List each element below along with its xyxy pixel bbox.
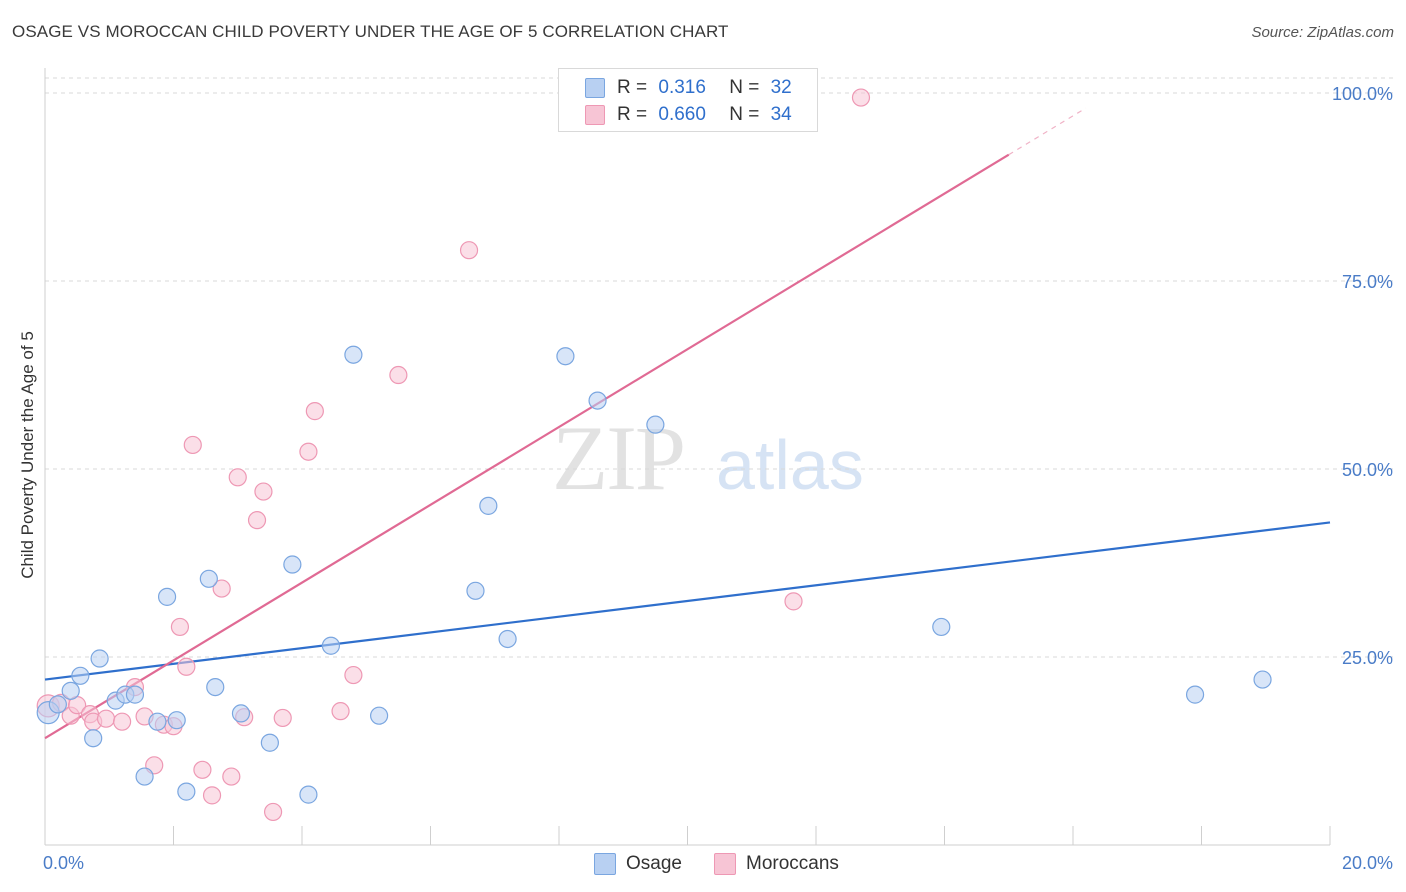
osage-point [167, 711, 186, 730]
legend-r-label: R = [617, 77, 648, 98]
moroccan-point [170, 617, 190, 637]
osage-point [932, 617, 951, 637]
osage-point [206, 677, 225, 697]
osage-point [157, 587, 177, 606]
osage-point [260, 733, 279, 752]
y-axis-label: Child Poverty Under the Age of 5 [18, 331, 37, 579]
moroccan-point [193, 760, 212, 779]
osage-point [71, 666, 90, 685]
moroccan-point [112, 712, 132, 731]
moroccan-points [36, 88, 871, 822]
osage-point [199, 569, 218, 588]
moroccan-trend-extension [1008, 107, 1087, 156]
osage-point [556, 347, 575, 366]
osage-trend [44, 521, 1331, 681]
x-tick-label: 20.0% [1342, 853, 1393, 873]
osage-point [466, 581, 485, 600]
moroccan-point [305, 402, 324, 421]
osage-legend-label: Osage [626, 853, 682, 874]
osage-point [61, 681, 80, 700]
osage-point [48, 695, 67, 714]
osage-point [646, 415, 665, 434]
osage-r-value: 0.316 [658, 77, 706, 98]
y-tick-label: 100.0% [1332, 84, 1393, 104]
osage-point [1253, 670, 1272, 689]
osage-points [36, 345, 1272, 804]
moroccan-point [851, 88, 871, 107]
moroccan-point [344, 665, 363, 685]
watermark-atlas: atlas [716, 426, 864, 504]
osage-point [588, 391, 607, 410]
osage-point [84, 729, 103, 748]
moroccan-point [389, 365, 408, 385]
x-tick-label: 0.0% [43, 853, 84, 873]
osage-point [498, 629, 517, 649]
moroccan-point [222, 767, 241, 786]
tick-labels: 25.0% 50.0% 75.0% 100.0% 0.0% 20.0% [43, 84, 1393, 873]
moroccan-point [96, 709, 116, 728]
osage-point [479, 496, 498, 515]
moroccan-point [177, 657, 196, 676]
moroccan-point [299, 442, 318, 461]
osage-point [148, 712, 167, 731]
osage-point [283, 555, 302, 574]
moroccan-swatch [714, 853, 736, 875]
osage-point [125, 685, 145, 704]
y-tick-label: 25.0% [1342, 648, 1393, 668]
osage-point [231, 704, 251, 723]
moroccan-point [228, 468, 247, 487]
chart-title: OSAGE VS MOROCCAN CHILD POVERTY UNDER TH… [12, 22, 729, 41]
moroccan-r-value: 0.660 [658, 104, 706, 125]
legend-n-label: N = [729, 104, 760, 125]
axes [44, 68, 1331, 846]
moroccan-trend [44, 153, 1010, 740]
osage-trend-line [44, 521, 1331, 681]
legend-r-label: R = [617, 104, 648, 125]
osage-point [344, 345, 363, 364]
gridlines [45, 77, 1395, 658]
moroccan-n-value: 34 [770, 104, 792, 125]
osage-point [321, 636, 341, 655]
y-tick-label: 75.0% [1342, 272, 1393, 292]
osage-point [90, 649, 109, 668]
moroccan-point [202, 786, 222, 805]
moroccan-point [247, 511, 267, 530]
y-tick-label: 50.0% [1342, 460, 1393, 480]
moroccan-trend-line [44, 107, 1087, 740]
osage-swatch [594, 853, 616, 875]
source-label: Source: ZipAtlas.com [1251, 24, 1394, 41]
moroccan-point [254, 482, 273, 501]
moroccan-point [331, 702, 350, 721]
legend: R = 0.316 N = 32 R = 0.660 N = 34 [558, 68, 818, 132]
moroccan-legend-label: Moroccans [746, 853, 839, 874]
osage-point [370, 706, 389, 725]
moroccan-point [273, 708, 292, 728]
osage-swatch [585, 78, 605, 98]
osage-point [135, 767, 154, 786]
osage-point [1185, 685, 1205, 704]
moroccan-swatch [585, 105, 605, 125]
moroccan-point [784, 592, 803, 611]
moroccan-point [459, 241, 479, 260]
osage-point [177, 782, 196, 801]
moroccan-point [212, 579, 231, 598]
moroccan-point [183, 435, 202, 455]
osage-point [299, 785, 318, 804]
osage-n-value: 32 [770, 77, 792, 98]
moroccan-point [263, 802, 283, 822]
legend-n-label: N = [729, 77, 760, 98]
